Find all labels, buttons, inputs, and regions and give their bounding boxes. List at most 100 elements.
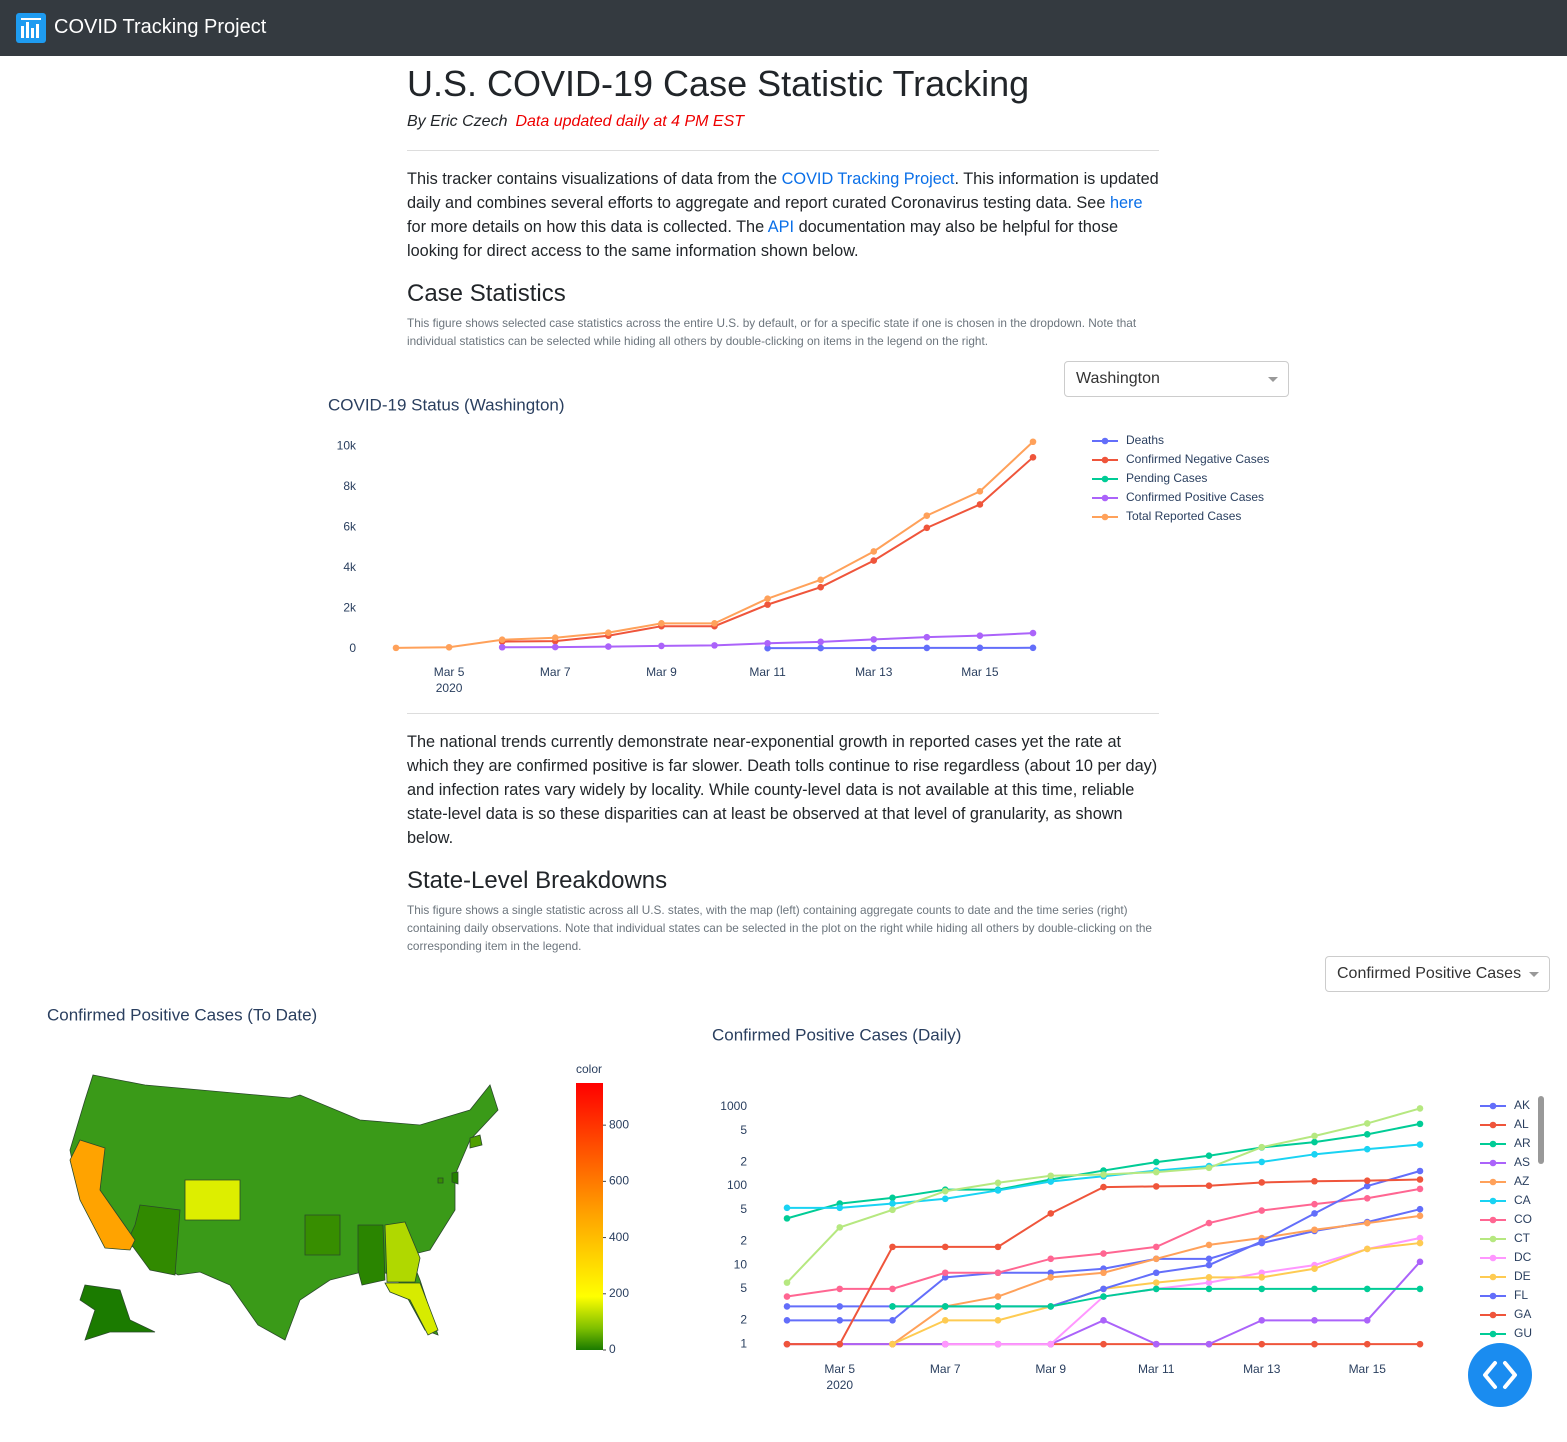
data-point <box>1311 1151 1318 1158</box>
legend-marker <box>1489 1197 1497 1205</box>
series <box>783 1167 1424 1310</box>
data-point <box>1311 1138 1318 1146</box>
data-point <box>1205 1152 1213 1160</box>
series <box>783 1185 1424 1300</box>
data-point <box>1205 1164 1213 1172</box>
legend-marker <box>1489 1159 1497 1167</box>
state-dropdown[interactable]: Washington <box>1064 361 1289 397</box>
legend-label: Confirmed Positive Cases <box>1126 490 1264 504</box>
legend-label: AL <box>1514 1117 1529 1131</box>
legend-label: AS <box>1514 1155 1530 1169</box>
x-tick-label: Mar 13 <box>855 665 893 679</box>
data-point <box>1363 1131 1371 1138</box>
data-point <box>994 1303 1002 1310</box>
x-tick-label: Mar 11 <box>749 665 786 679</box>
data-point <box>711 622 718 630</box>
data-point <box>994 1293 1002 1300</box>
data-point <box>1047 1255 1055 1263</box>
colorbar-tick-label: 0 <box>609 1342 616 1356</box>
data-point <box>392 644 400 652</box>
data-point <box>1416 1239 1424 1247</box>
data-point <box>1029 454 1037 461</box>
data-point <box>889 1340 896 1348</box>
link[interactable]: API <box>767 218 795 236</box>
data-point <box>1258 1317 1266 1324</box>
data-point <box>1416 1141 1424 1148</box>
data-point <box>1047 1178 1055 1185</box>
logo[interactable] <box>16 13 46 43</box>
legend-scrollbar[interactable] <box>1538 1096 1544 1164</box>
section-note: This figure shows selected case statisti… <box>407 316 1137 348</box>
data-point <box>1152 1168 1160 1176</box>
data-point <box>783 1317 791 1324</box>
x-tick-label: Mar 9 <box>646 665 677 679</box>
data-point <box>941 1187 949 1195</box>
data-point <box>1311 1177 1318 1185</box>
series <box>889 1212 1424 1348</box>
embed-button[interactable] <box>1468 1343 1532 1407</box>
legend-marker <box>1489 1121 1497 1129</box>
data-point <box>889 1206 896 1214</box>
series-line <box>786 1187 1421 1298</box>
data-point <box>1100 1269 1107 1277</box>
data-point <box>1311 1340 1318 1348</box>
data-point <box>994 1243 1002 1251</box>
legend-label: AK <box>1514 1098 1530 1112</box>
data-point <box>711 620 718 627</box>
y-tick-label: 0 <box>349 641 356 655</box>
chart-title: COVID-19 Status (Washington) <box>328 395 565 414</box>
data-point <box>1311 1132 1318 1140</box>
y-tick-label: 2 <box>740 1154 747 1168</box>
byline: By Eric Czech Data updated daily at 4 PM … <box>407 113 744 131</box>
data-point <box>1100 1167 1107 1174</box>
link[interactable]: here <box>1109 194 1143 212</box>
colorbar-tick-label: 400 <box>609 1230 629 1244</box>
link[interactable]: COVID Tracking Project <box>781 170 955 188</box>
data-point <box>1258 1179 1266 1186</box>
data-point <box>1363 1182 1371 1190</box>
data-point <box>1311 1226 1318 1234</box>
data-point <box>1311 1200 1318 1208</box>
data-point <box>1258 1207 1266 1214</box>
series <box>764 644 1037 652</box>
nav-title[interactable]: COVID Tracking Project <box>54 16 267 38</box>
data-point <box>1205 1279 1213 1286</box>
legend-label: Deaths <box>1126 433 1164 447</box>
series-line <box>787 1178 1421 1346</box>
series-line <box>502 456 1034 643</box>
data-point <box>994 1269 1002 1277</box>
x-tick-label: Mar 15 <box>1349 1362 1387 1376</box>
data-point <box>1311 1261 1318 1269</box>
legend-label: Total Reported Cases <box>1126 509 1241 523</box>
y-tick-label: 5 <box>740 1123 747 1137</box>
text: This tracker contains visualizations of … <box>407 170 782 188</box>
data-point <box>1100 1172 1107 1180</box>
data-point <box>1100 1265 1107 1273</box>
statistic-dropdown[interactable]: Confirmed Positive Cases <box>1325 956 1550 992</box>
data-point <box>658 642 665 650</box>
text: . This information is updated daily and … <box>407 170 1159 212</box>
legend-marker <box>1489 1292 1497 1300</box>
series <box>783 1205 1424 1324</box>
data-point <box>1258 1158 1266 1166</box>
data-point <box>1205 1285 1213 1293</box>
legend-label: GU <box>1514 1326 1532 1340</box>
data-point <box>1416 1185 1424 1193</box>
data-point <box>941 1186 949 1193</box>
x-tick-label: Mar 13 <box>1243 1362 1281 1376</box>
series-line <box>787 1208 1421 1322</box>
data-point <box>1205 1255 1213 1263</box>
legend-marker <box>1101 475 1109 483</box>
data-point <box>976 501 984 508</box>
data-point <box>1258 1269 1266 1277</box>
data-point <box>923 524 931 532</box>
series-line <box>891 1214 1421 1345</box>
section-heading: State-Level Breakdowns <box>407 867 668 894</box>
data-point <box>711 642 718 649</box>
data-point <box>1258 1274 1266 1281</box>
data-point <box>1100 1340 1107 1348</box>
data-point <box>1416 1167 1424 1175</box>
data-point <box>994 1303 1002 1310</box>
series <box>498 629 1037 651</box>
